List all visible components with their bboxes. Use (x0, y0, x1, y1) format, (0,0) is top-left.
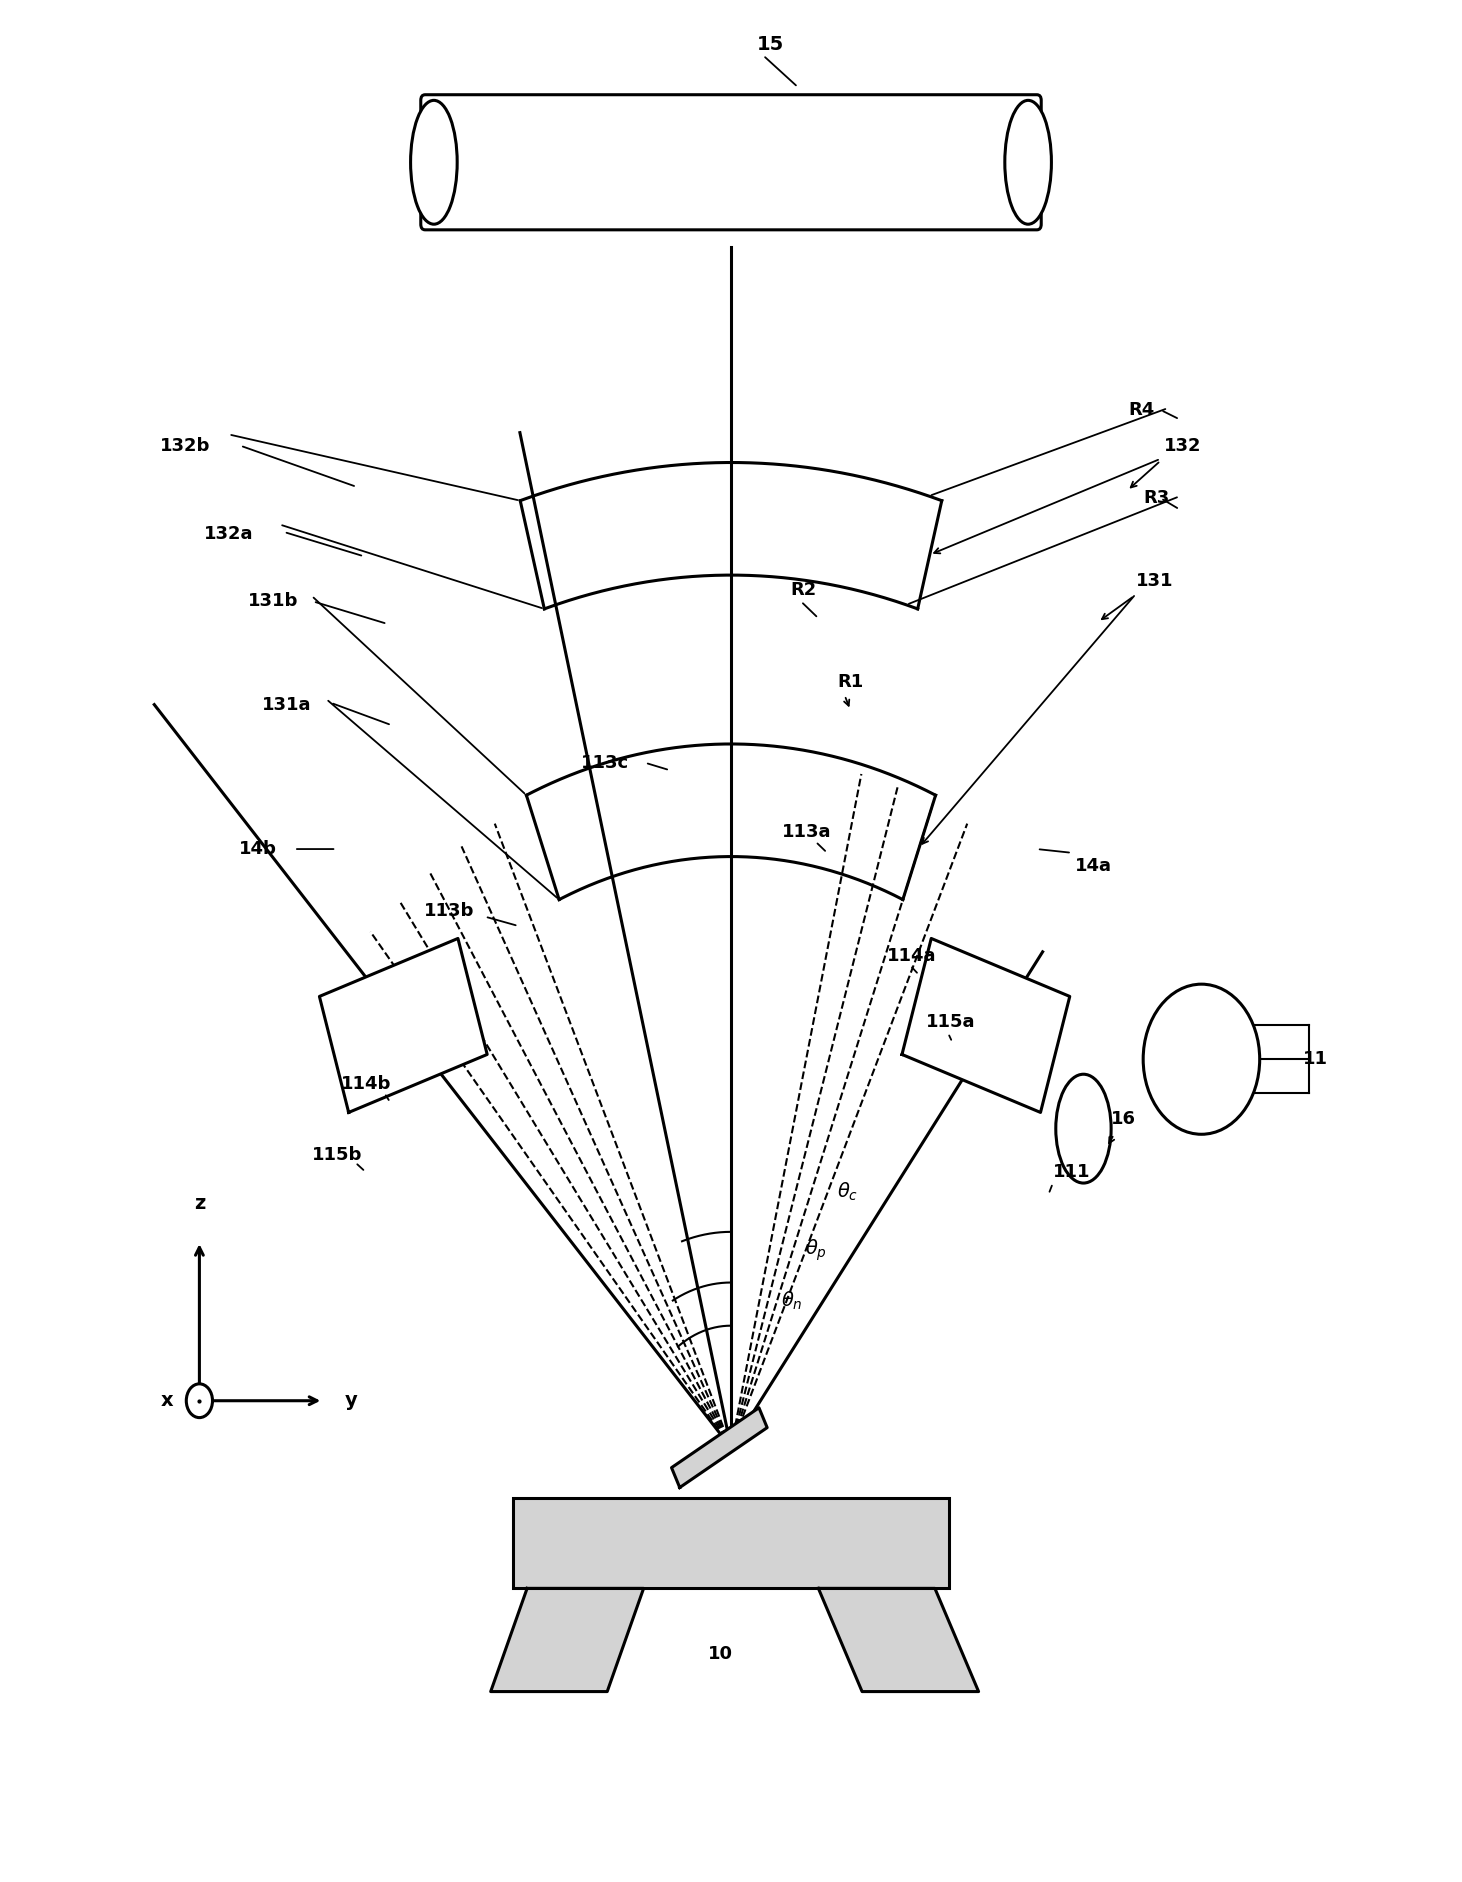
Bar (513, 1498, 949, 1588)
Polygon shape (819, 1588, 978, 1692)
Polygon shape (902, 939, 1070, 1112)
Text: 114b: 114b (341, 1075, 390, 1093)
Polygon shape (491, 1588, 643, 1692)
Text: $\theta_c$: $\theta_c$ (838, 1182, 858, 1203)
Text: R3: R3 (1143, 489, 1170, 506)
Text: 10: 10 (708, 1645, 734, 1664)
Text: R2: R2 (791, 582, 817, 598)
Text: 115a: 115a (925, 1013, 975, 1031)
Text: $\theta_p$: $\theta_p$ (806, 1236, 827, 1263)
Text: 131b: 131b (247, 593, 298, 610)
Text: 131a: 131a (262, 696, 311, 713)
Text: 14b: 14b (238, 839, 276, 858)
Text: R4: R4 (1129, 401, 1155, 420)
Text: 132a: 132a (203, 525, 253, 542)
Ellipse shape (411, 100, 458, 224)
Text: 113a: 113a (782, 822, 832, 841)
Text: 114a: 114a (887, 947, 936, 965)
Ellipse shape (1056, 1075, 1111, 1184)
Text: 14a: 14a (1075, 856, 1111, 875)
Circle shape (1143, 984, 1260, 1135)
Text: 111: 111 (1053, 1163, 1091, 1180)
Text: z: z (194, 1193, 205, 1214)
Text: R1: R1 (838, 674, 864, 691)
Text: 113c: 113c (580, 753, 629, 772)
Ellipse shape (1004, 100, 1051, 224)
Polygon shape (671, 1408, 768, 1487)
Text: $\theta_n$: $\theta_n$ (781, 1289, 803, 1312)
Polygon shape (319, 939, 487, 1112)
Text: y: y (345, 1391, 358, 1410)
FancyBboxPatch shape (421, 94, 1041, 230)
Text: x: x (161, 1391, 174, 1410)
Circle shape (186, 1383, 212, 1417)
Text: 132b: 132b (159, 437, 211, 455)
Text: 11: 11 (1304, 1050, 1329, 1069)
Text: 15: 15 (757, 34, 785, 53)
Text: 113b: 113b (424, 901, 474, 920)
Text: 115b: 115b (311, 1146, 363, 1163)
Text: 132: 132 (1164, 437, 1202, 455)
Text: 131: 131 (1136, 572, 1174, 589)
Text: 16: 16 (1111, 1110, 1136, 1129)
